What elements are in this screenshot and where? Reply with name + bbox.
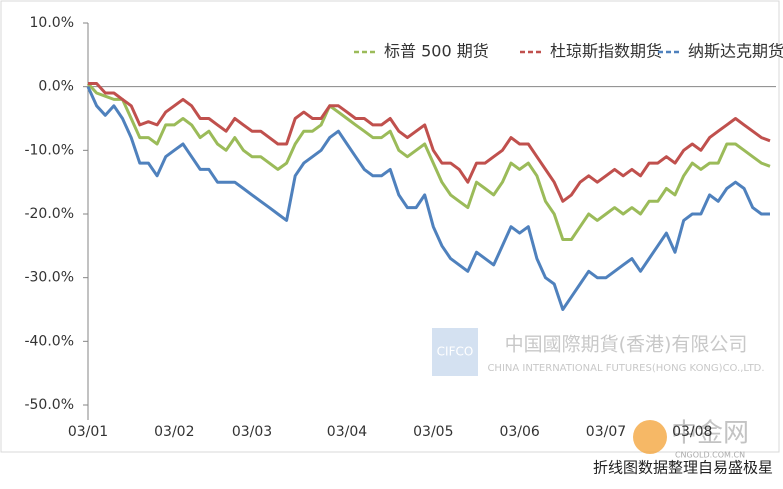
x-tick-label: 03/02 xyxy=(154,424,194,440)
series-line xyxy=(86,86,770,311)
y-tick-label: 0.0% xyxy=(38,79,74,95)
watermark: CIFCO xyxy=(437,345,474,359)
y-tick-label: -20.0% xyxy=(24,206,74,222)
x-tick-label: 03/08 xyxy=(672,424,712,440)
series-line xyxy=(86,82,771,241)
legend-label: 标普 500 期货 xyxy=(384,42,489,61)
watermark-logo xyxy=(633,420,667,454)
series-line xyxy=(88,82,771,203)
y-tick-label: -10.0% xyxy=(24,142,74,158)
y-tick-label: -30.0% xyxy=(24,270,74,286)
watermark-logo xyxy=(432,328,478,376)
footer-note: 折线图数据整理自易盛极星 xyxy=(593,459,773,477)
x-tick-label: 03/05 xyxy=(413,424,453,440)
y-tick-label: 10.0% xyxy=(30,15,74,31)
watermark: CNGOLD.COM.CN xyxy=(675,451,745,460)
y-tick-label: -50.0% xyxy=(24,397,74,413)
chart-frame xyxy=(0,0,780,453)
watermark: CHINA INTERNATIONAL FUTURES(HONG KONG)CO… xyxy=(487,363,764,374)
x-tick-label: 03/03 xyxy=(232,424,272,440)
x-tick-label: 03/07 xyxy=(586,424,626,440)
x-tick-label: 03/06 xyxy=(499,424,539,440)
watermark: 中金网 xyxy=(671,419,749,449)
x-tick-label: 03/04 xyxy=(327,424,367,440)
x-tick-label: 03/01 xyxy=(68,424,108,440)
y-tick-label: -40.0% xyxy=(24,333,74,349)
watermark: 中国國際期貨(香港)有限公司 xyxy=(505,334,748,356)
legend-label: 杜琼斯指数期货 xyxy=(550,42,662,61)
legend-label: 纳斯达克期货 xyxy=(688,42,783,61)
